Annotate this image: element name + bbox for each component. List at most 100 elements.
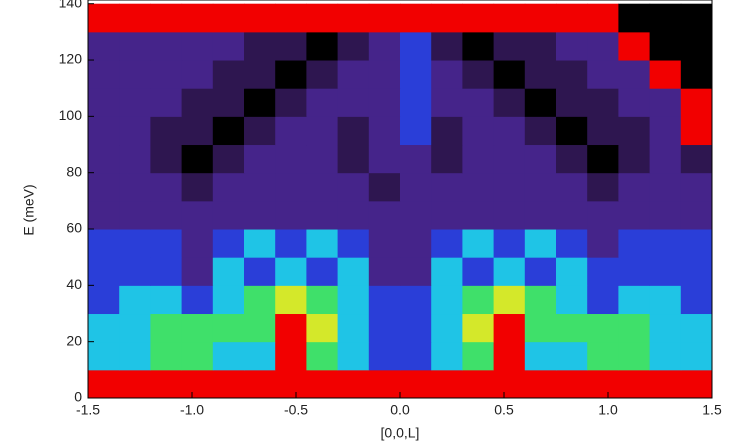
heatmap-cell <box>213 257 245 286</box>
heatmap-cell <box>369 370 401 399</box>
heatmap-cell <box>400 88 432 117</box>
heatmap-cell <box>88 370 120 399</box>
heatmap-cell <box>213 32 245 61</box>
heatmap-cell <box>400 257 432 286</box>
heatmap-cell <box>494 314 526 343</box>
heatmap-cell <box>213 88 245 117</box>
heatmap-cell <box>681 285 713 314</box>
heatmap-cell <box>681 116 713 145</box>
heatmap-cell <box>462 32 494 61</box>
heatmap-cell <box>681 145 713 174</box>
heatmap-cell <box>338 201 370 230</box>
heatmap-cell <box>369 145 401 174</box>
x-tick-label: 0.0 <box>390 402 410 418</box>
heatmap-cell <box>369 32 401 61</box>
heatmap-cell <box>431 342 463 371</box>
heatmap-cell <box>462 201 494 230</box>
heatmap-cell <box>618 229 650 258</box>
heatmap-cell <box>182 4 214 33</box>
heatmap-cell <box>525 257 557 286</box>
heatmap-cell <box>369 88 401 117</box>
heatmap-cell <box>431 229 463 258</box>
heatmap-cell <box>681 88 713 117</box>
heatmap-cell <box>150 285 182 314</box>
heatmap-cell <box>275 145 307 174</box>
heatmap-cell <box>587 229 619 258</box>
heatmap-cell <box>618 32 650 61</box>
heatmap-cell <box>462 314 494 343</box>
heatmap-cell <box>587 314 619 343</box>
heatmap-cell <box>88 145 120 174</box>
heatmap-cell <box>306 229 338 258</box>
y-tick-label: 140 <box>59 0 83 10</box>
heatmap-cell <box>306 60 338 89</box>
y-tick-label: 20 <box>66 332 82 348</box>
heatmap-cell <box>587 201 619 230</box>
heatmap-cell <box>681 4 713 33</box>
heatmap-cell <box>88 314 120 343</box>
heatmap-cell <box>338 370 370 399</box>
heatmap-cell <box>119 370 151 399</box>
heatmap-cell <box>650 201 682 230</box>
heatmap-cell <box>213 285 245 314</box>
heatmap-cell <box>338 229 370 258</box>
heatmap-cell <box>650 342 682 371</box>
heatmap-cell <box>431 32 463 61</box>
heatmap-cell <box>306 257 338 286</box>
heatmap-cell <box>681 257 713 286</box>
heatmap-cell <box>494 370 526 399</box>
heatmap-cell <box>182 145 214 174</box>
heatmap-cell <box>400 4 432 33</box>
heatmap-cell <box>244 116 276 145</box>
heatmap-cell <box>244 88 276 117</box>
heatmap-cell <box>369 229 401 258</box>
heatmap-cell <box>150 314 182 343</box>
heatmap-cell <box>650 370 682 399</box>
heatmap-cell <box>400 314 432 343</box>
heatmap-cell <box>587 257 619 286</box>
heatmap-cell <box>400 370 432 399</box>
heatmap-cell <box>213 173 245 202</box>
heatmap-cell <box>338 32 370 61</box>
heatmap-cell <box>88 116 120 145</box>
heatmap-cell <box>182 116 214 145</box>
heatmap-cell <box>369 116 401 145</box>
heatmap-cell <box>244 285 276 314</box>
heatmap-cell <box>182 60 214 89</box>
heatmap-cell <box>431 370 463 399</box>
heatmap-cell <box>556 88 588 117</box>
heatmap-cell <box>150 370 182 399</box>
heatmap-cell <box>244 342 276 371</box>
heatmap-cell <box>494 32 526 61</box>
heatmap-cell <box>650 229 682 258</box>
heatmap-cell <box>119 342 151 371</box>
heatmap-cell <box>119 4 151 33</box>
heatmap-cell <box>431 116 463 145</box>
heatmap-cell <box>431 145 463 174</box>
heatmap-cell <box>462 285 494 314</box>
heatmap-cell <box>400 342 432 371</box>
heatmap-cell <box>494 145 526 174</box>
heatmap-cell <box>88 60 120 89</box>
heatmap-cell <box>306 285 338 314</box>
heatmap-cell <box>182 257 214 286</box>
heatmap-cell <box>369 60 401 89</box>
heatmap-cell <box>650 60 682 89</box>
heatmap-cell <box>306 116 338 145</box>
heatmap-cell <box>150 201 182 230</box>
heatmap-cell <box>275 60 307 89</box>
heatmap-cell <box>213 116 245 145</box>
heatmap-cell <box>556 145 588 174</box>
heatmap-cell <box>556 370 588 399</box>
heatmap-cell <box>650 32 682 61</box>
heatmap-cell <box>119 116 151 145</box>
heatmap-cell <box>244 314 276 343</box>
heatmap-cell <box>275 285 307 314</box>
heatmap-cell <box>556 116 588 145</box>
heatmap-cell <box>462 4 494 33</box>
heatmap-cell <box>650 257 682 286</box>
heatmap-cell <box>88 285 120 314</box>
heatmap-cell <box>400 116 432 145</box>
heatmap-cell <box>119 88 151 117</box>
heatmap-cell <box>306 201 338 230</box>
